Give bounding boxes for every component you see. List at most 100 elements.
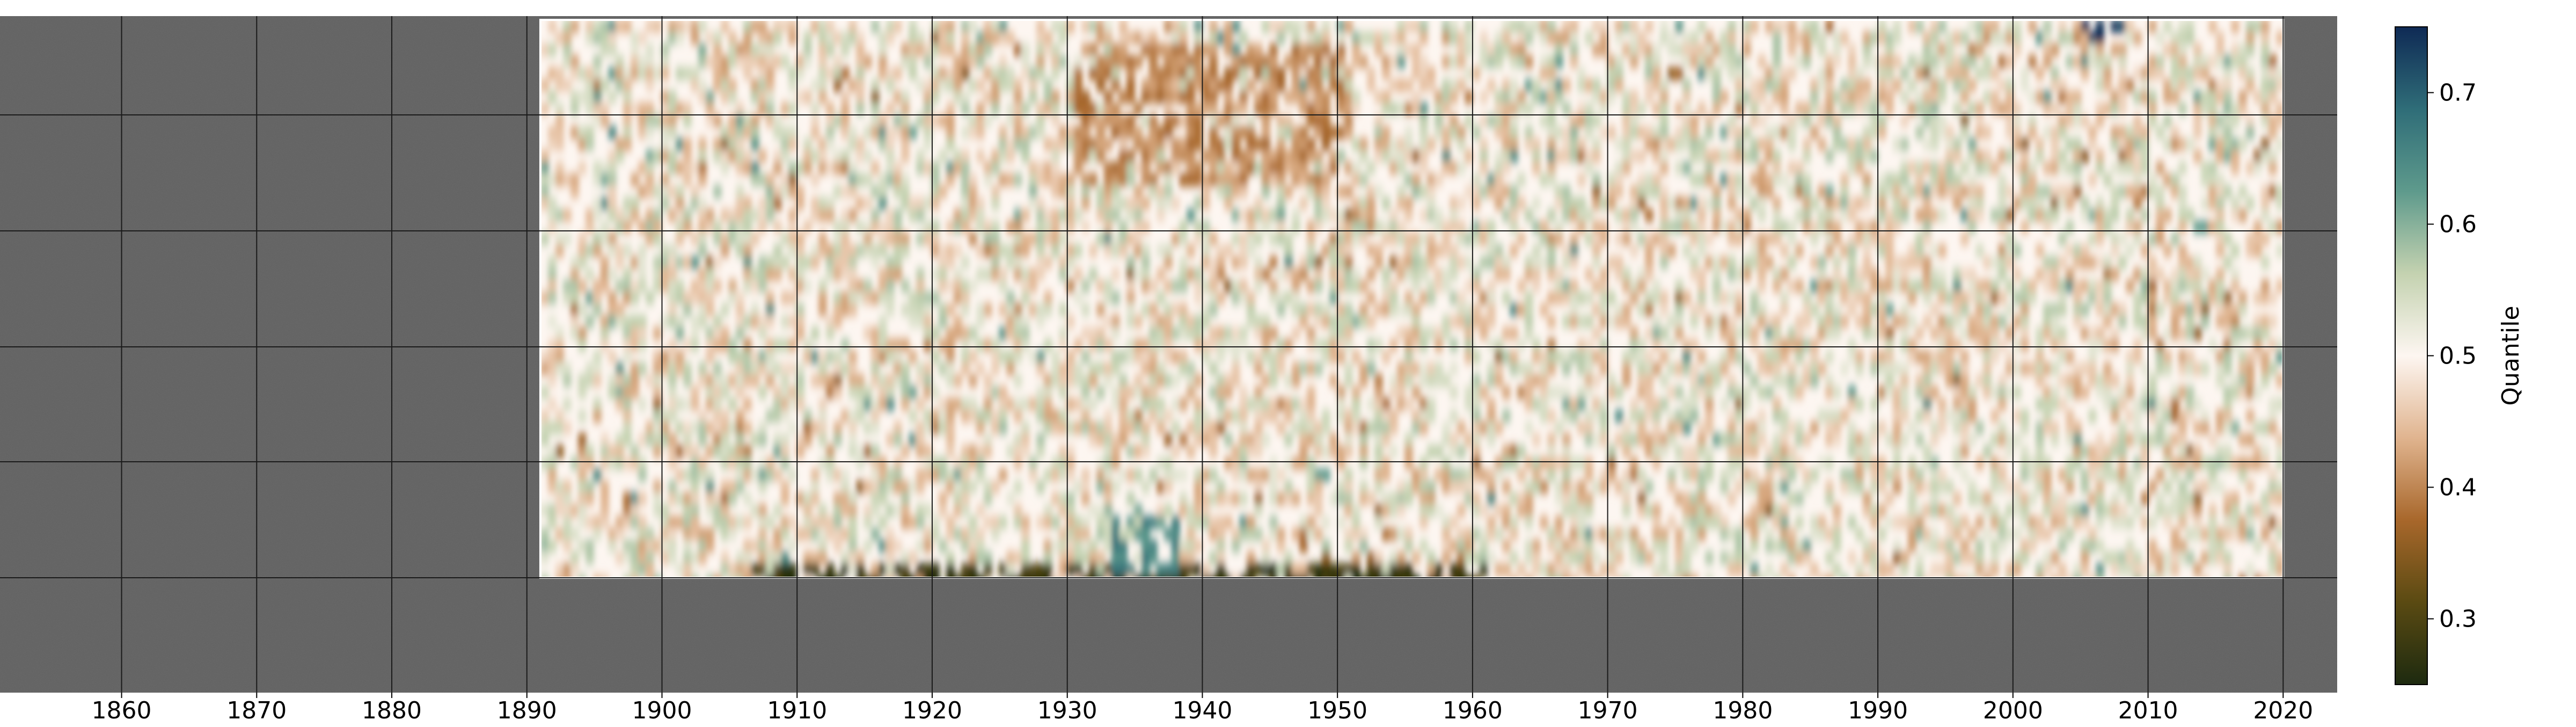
heatmap-cell xyxy=(743,315,752,328)
heatmap-cell xyxy=(653,540,662,552)
heatmap-cell xyxy=(938,540,947,552)
heatmap-cell xyxy=(1554,55,1563,68)
heatmap-cell xyxy=(1494,528,1503,541)
heatmap-cell xyxy=(1344,481,1353,493)
heatmap-cell xyxy=(540,197,549,210)
heatmap-cell xyxy=(1133,232,1143,245)
heatmap-cell xyxy=(983,114,992,127)
heatmap-cell xyxy=(1577,351,1586,364)
heatmap-cell xyxy=(1163,481,1173,493)
heatmap-cell xyxy=(916,469,925,482)
heatmap-cell xyxy=(991,185,1000,198)
heatmap-cell xyxy=(1547,67,1556,80)
heatmap-cell xyxy=(1329,351,1338,364)
heatmap-cell xyxy=(931,421,940,434)
heatmap-cell xyxy=(901,103,910,115)
heatmap-cell xyxy=(698,457,707,470)
heatmap-cell xyxy=(1088,540,1097,552)
heatmap-cell xyxy=(1457,162,1466,175)
heatmap-cell xyxy=(1028,457,1037,470)
heatmap-cell xyxy=(893,185,902,198)
heatmap-cell xyxy=(1787,540,1796,552)
heatmap-cell xyxy=(562,540,572,552)
heatmap-cell xyxy=(1825,67,1834,80)
heatmap-cell xyxy=(1419,162,1428,175)
heatmap-cell xyxy=(1269,327,1278,340)
heatmap-cell xyxy=(1584,103,1593,115)
heatmap-cell xyxy=(1907,55,1916,68)
heatmap-cell xyxy=(1201,303,1210,316)
heatmap-cell xyxy=(855,173,865,186)
heatmap-cell xyxy=(690,79,699,92)
heatmap-cell xyxy=(795,315,804,328)
heatmap-cell xyxy=(1509,327,1518,340)
heatmap-cell xyxy=(1036,256,1045,269)
heatmap-cell xyxy=(668,516,677,529)
heatmap-cell xyxy=(1772,315,1781,328)
heatmap-cell xyxy=(1907,504,1916,517)
heatmap-cell xyxy=(1644,20,1653,33)
heatmap-cell xyxy=(818,292,827,304)
heatmap-cell xyxy=(1006,150,1015,163)
heatmap-cell xyxy=(1847,244,1856,257)
heatmap-cell xyxy=(1194,516,1203,529)
heatmap-cell xyxy=(810,551,819,564)
heatmap-cell xyxy=(1426,185,1436,198)
heatmap-cell xyxy=(1772,197,1781,210)
heatmap-cell xyxy=(1517,91,1526,104)
heatmap-cell xyxy=(630,504,639,517)
heatmap-cell xyxy=(1802,221,1811,234)
heatmap-cell xyxy=(1577,315,1586,328)
heatmap-cell xyxy=(870,114,880,127)
heatmap-cell xyxy=(916,315,925,328)
heatmap-cell xyxy=(1043,32,1052,45)
heatmap-cell xyxy=(750,162,759,175)
heatmap-cell xyxy=(1126,162,1135,175)
heatmap-cell xyxy=(1344,469,1353,482)
heatmap-cell xyxy=(630,516,639,529)
heatmap-cell xyxy=(1847,469,1856,482)
heatmap-cell xyxy=(1900,433,1909,446)
heatmap-cell xyxy=(1126,516,1135,529)
heatmap-cell xyxy=(803,516,812,529)
heatmap-cell xyxy=(1457,445,1466,458)
heatmap-cell xyxy=(1494,244,1503,257)
heatmap-cell xyxy=(1299,445,1308,458)
heatmap-cell xyxy=(1426,398,1436,411)
heatmap-cell xyxy=(795,55,804,68)
heatmap-cell xyxy=(1674,20,1684,33)
heatmap-cell xyxy=(1494,197,1503,210)
heatmap-cell xyxy=(1487,374,1496,387)
heatmap-cell xyxy=(1194,197,1203,210)
heatmap-cell xyxy=(1246,292,1255,304)
heatmap-cell xyxy=(863,126,872,139)
heatmap-cell xyxy=(901,197,910,210)
heatmap-cell xyxy=(750,433,759,446)
heatmap-cell xyxy=(1381,504,1391,517)
heatmap-cell xyxy=(638,433,647,446)
heatmap-cell xyxy=(953,67,962,80)
heatmap-cell xyxy=(683,516,692,529)
heatmap-cell xyxy=(795,398,804,411)
heatmap-cell xyxy=(630,280,639,293)
heatmap-cell xyxy=(878,516,887,529)
heatmap-cell xyxy=(1862,91,1871,104)
heatmap-cell xyxy=(931,516,940,529)
heatmap-cell xyxy=(1757,410,1766,423)
heatmap-cell xyxy=(1434,575,1443,578)
heatmap-cell xyxy=(1622,445,1631,458)
heatmap-cell xyxy=(825,528,835,541)
heatmap-cell xyxy=(1862,55,1871,68)
heatmap-cell xyxy=(1472,185,1481,198)
heatmap-cell xyxy=(998,244,1007,257)
heatmap-cell xyxy=(1577,516,1586,529)
heatmap-cell xyxy=(1254,504,1263,517)
heatmap-cell xyxy=(1179,469,1188,482)
heatmap-cell xyxy=(1148,362,1158,375)
heatmap-cell xyxy=(1058,32,1067,45)
heatmap-cell xyxy=(1810,126,1819,139)
heatmap-cell xyxy=(1261,162,1270,175)
heatmap-cell xyxy=(931,244,940,257)
heatmap-cell xyxy=(1224,339,1233,352)
heatmap-cell xyxy=(1148,339,1158,352)
